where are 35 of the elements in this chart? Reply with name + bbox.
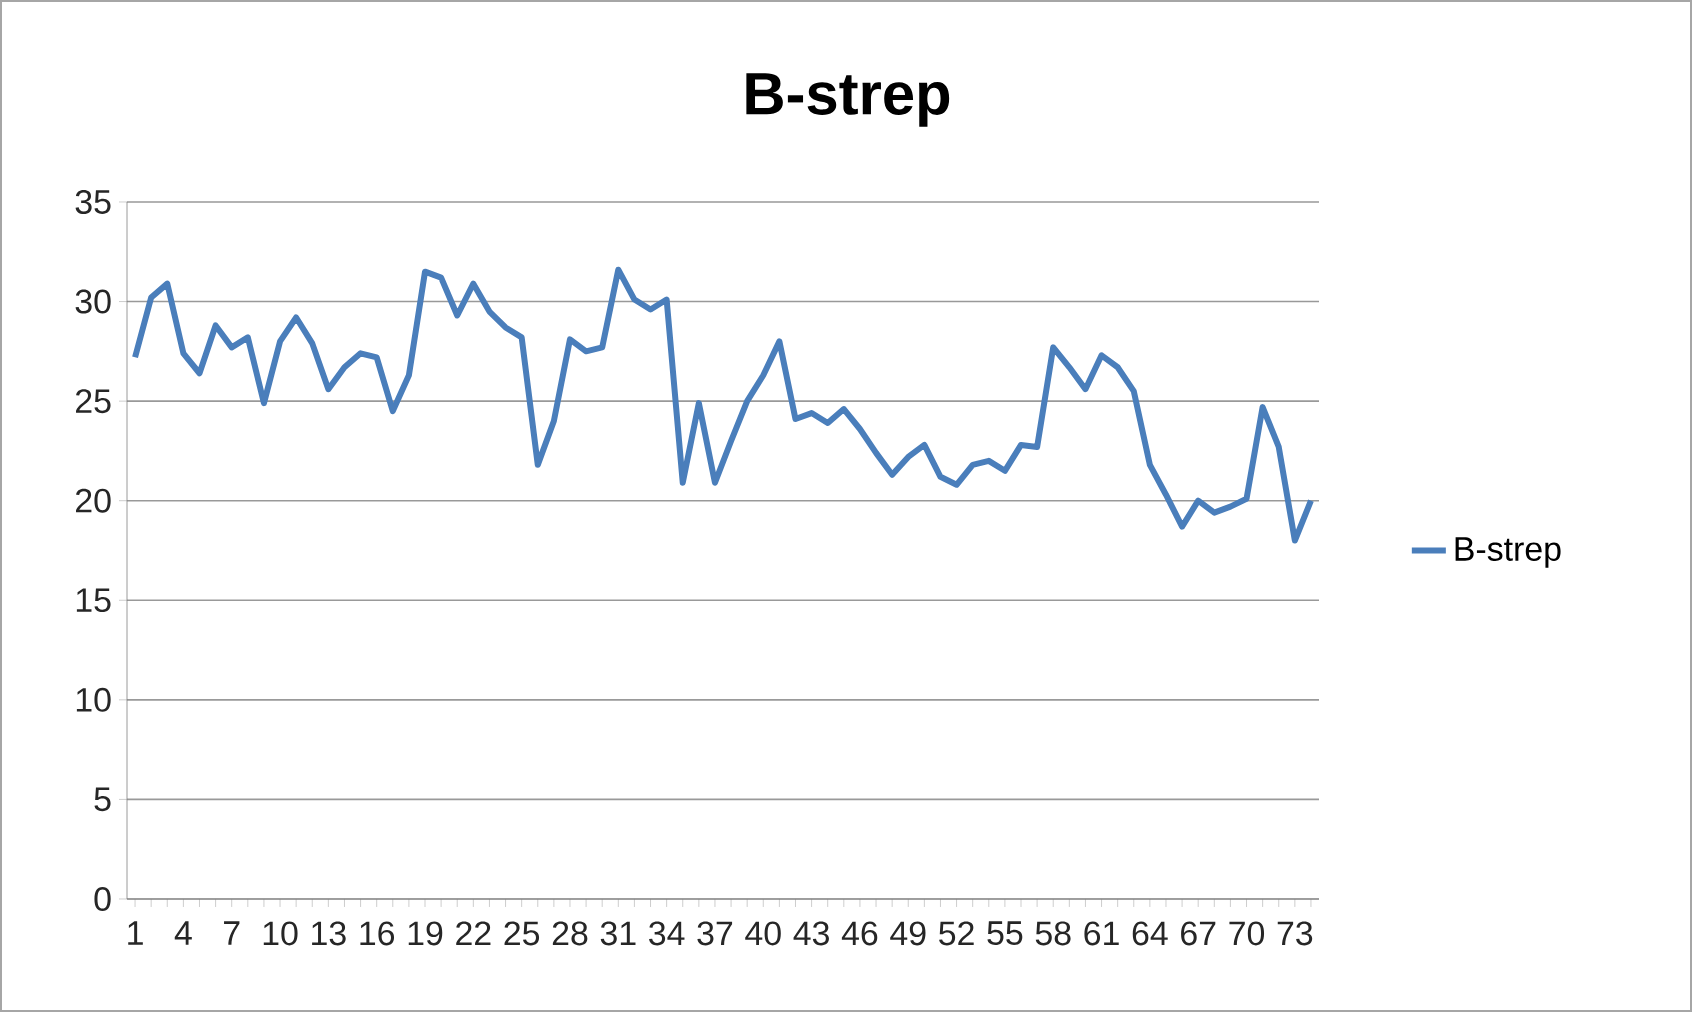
x-tick-label: 34 bbox=[649, 921, 685, 946]
x-tick-label: 43 bbox=[793, 921, 829, 946]
legend-label: B-strep bbox=[1455, 537, 1561, 568]
x-tick-label: 10 bbox=[263, 921, 298, 946]
x-tick-label: 70 bbox=[1229, 921, 1265, 946]
x-tick-label: 73 bbox=[1277, 921, 1313, 946]
y-tick-label: 0 bbox=[94, 886, 111, 911]
x-tick-label: 37 bbox=[697, 921, 733, 946]
y-tick-label: 10 bbox=[76, 687, 111, 712]
x-tick-label: 46 bbox=[841, 921, 878, 946]
x-tick-label: 58 bbox=[1035, 921, 1071, 946]
y-tick-label: 5 bbox=[94, 787, 111, 812]
x-tick-label: 1 bbox=[128, 921, 143, 945]
y-tick-label: 15 bbox=[76, 588, 111, 613]
x-tick-label: 22 bbox=[456, 921, 491, 946]
x-tick-label: 64 bbox=[1132, 921, 1168, 946]
x-tick-label: 4 bbox=[174, 921, 192, 945]
x-tick-label: 16 bbox=[360, 921, 395, 946]
x-tick-label: 31 bbox=[600, 921, 636, 946]
x-tick-label: 52 bbox=[939, 921, 974, 946]
x-tick-label: 61 bbox=[1084, 921, 1119, 946]
x-tick-label: 13 bbox=[312, 921, 346, 946]
x-tick-label: 55 bbox=[987, 921, 1023, 946]
x-tick-label: 19 bbox=[408, 921, 443, 946]
y-tick-label: 25 bbox=[76, 389, 111, 414]
x-tick-label: 25 bbox=[504, 921, 540, 946]
x-tick-label: 28 bbox=[552, 921, 588, 946]
x-tick-label: 40 bbox=[745, 921, 781, 946]
x-tick-label: 67 bbox=[1181, 921, 1216, 946]
chart-title: B-strep bbox=[746, 73, 950, 127]
y-tick-label: 35 bbox=[75, 189, 111, 214]
x-tick-label: 7 bbox=[224, 921, 240, 945]
y-tick-label: 20 bbox=[76, 488, 111, 513]
x-tick-label: 49 bbox=[890, 921, 926, 946]
y-tick-label: 30 bbox=[75, 289, 111, 314]
